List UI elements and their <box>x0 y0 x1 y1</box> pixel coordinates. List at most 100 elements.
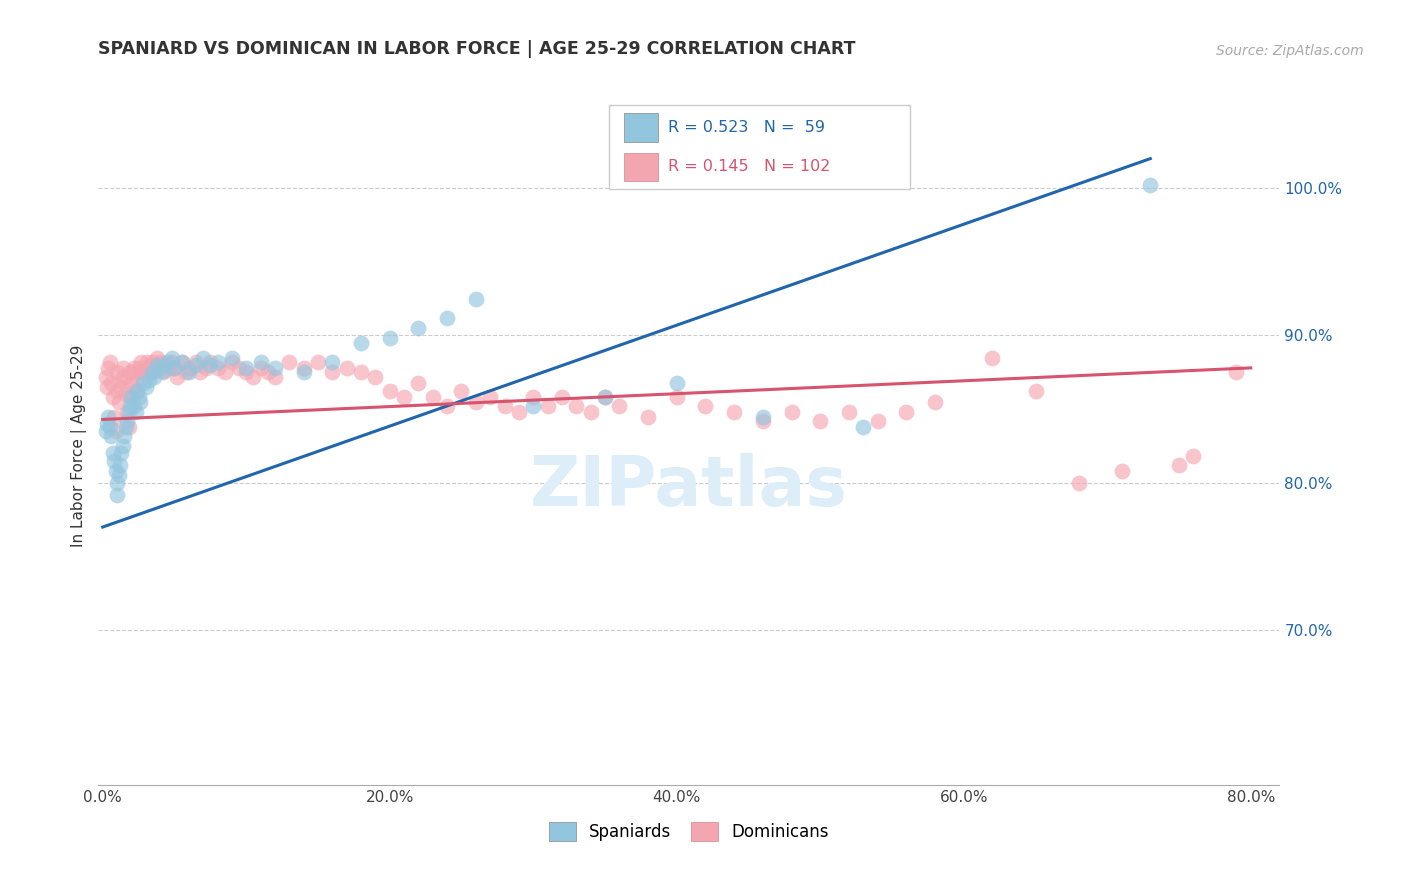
Point <box>160 355 183 369</box>
Point <box>350 335 373 350</box>
Point <box>101 446 124 460</box>
Point <box>143 369 166 384</box>
Point <box>103 409 125 424</box>
Point <box>170 355 193 369</box>
Point <box>242 369 264 384</box>
Point <box>307 355 329 369</box>
Point <box>436 399 458 413</box>
Point <box>174 365 197 379</box>
Point <box>177 360 200 375</box>
Point <box>131 355 153 369</box>
Point <box>103 454 125 468</box>
Point <box>838 405 860 419</box>
Point <box>336 360 359 375</box>
Point <box>125 376 148 390</box>
Y-axis label: In Labor Force | Age 25-29: In Labor Force | Age 25-29 <box>72 345 87 547</box>
Point <box>127 384 149 399</box>
Point <box>107 394 129 409</box>
Point <box>235 365 257 379</box>
Point <box>408 376 430 390</box>
Point <box>128 360 150 375</box>
Point <box>135 380 157 394</box>
Point <box>120 376 142 390</box>
Point <box>1182 450 1205 464</box>
Point <box>607 399 630 413</box>
Point <box>522 399 544 413</box>
Point <box>392 390 415 404</box>
Point <box>105 365 128 379</box>
Point <box>593 390 616 404</box>
Point <box>780 405 803 419</box>
Point <box>235 360 257 375</box>
Point <box>105 475 128 490</box>
Point <box>695 399 717 413</box>
Point <box>129 394 152 409</box>
Point <box>108 458 131 472</box>
Point <box>436 310 458 325</box>
Text: R = 0.145   N = 102: R = 0.145 N = 102 <box>668 160 830 174</box>
Point <box>100 428 122 442</box>
Point <box>96 417 118 431</box>
Point <box>149 360 172 375</box>
Point <box>1225 365 1247 379</box>
Point <box>121 365 143 379</box>
Point <box>96 380 118 394</box>
Point <box>136 355 159 369</box>
Point <box>378 384 401 399</box>
Point <box>170 355 193 369</box>
Point <box>264 369 287 384</box>
Point <box>565 399 588 413</box>
Point <box>115 414 138 428</box>
Point <box>752 414 775 428</box>
Point <box>127 384 149 399</box>
Point <box>117 405 139 419</box>
Point <box>536 399 558 413</box>
Point <box>184 358 207 372</box>
Point <box>104 464 127 478</box>
Point <box>593 390 616 404</box>
Point <box>124 360 146 375</box>
Point <box>114 387 136 401</box>
Point <box>508 405 530 419</box>
Point <box>522 390 544 404</box>
Point <box>207 360 229 375</box>
Point <box>551 390 574 404</box>
Point <box>143 360 166 375</box>
Point <box>278 355 301 369</box>
Point <box>138 365 160 379</box>
Point <box>149 355 172 369</box>
Point <box>146 358 169 372</box>
Point <box>120 390 142 404</box>
Point <box>115 405 138 419</box>
Point <box>450 384 472 399</box>
Legend: Spaniards, Dominicans: Spaniards, Dominicans <box>543 815 835 847</box>
Point <box>808 414 831 428</box>
Point <box>723 405 745 419</box>
Point <box>752 409 775 424</box>
Point <box>118 399 141 413</box>
Point <box>866 414 889 428</box>
Point <box>981 351 1004 365</box>
Point <box>321 365 343 379</box>
Point <box>200 355 222 369</box>
Point <box>193 351 215 365</box>
Point <box>494 399 516 413</box>
Point <box>207 355 229 369</box>
Text: R = 0.523   N =  59: R = 0.523 N = 59 <box>668 120 825 135</box>
Point <box>292 365 315 379</box>
Point <box>1024 384 1046 399</box>
Point <box>464 394 486 409</box>
Point <box>138 373 160 387</box>
Point <box>1111 464 1133 478</box>
Point <box>321 355 343 369</box>
Point <box>135 360 157 375</box>
Point <box>177 365 200 379</box>
Point <box>118 365 141 379</box>
Point <box>249 355 271 369</box>
Point <box>163 360 186 375</box>
Point <box>139 358 162 372</box>
Text: ZIPatlas: ZIPatlas <box>530 453 848 520</box>
Point <box>195 360 218 375</box>
Point <box>665 376 688 390</box>
Point <box>152 365 174 379</box>
